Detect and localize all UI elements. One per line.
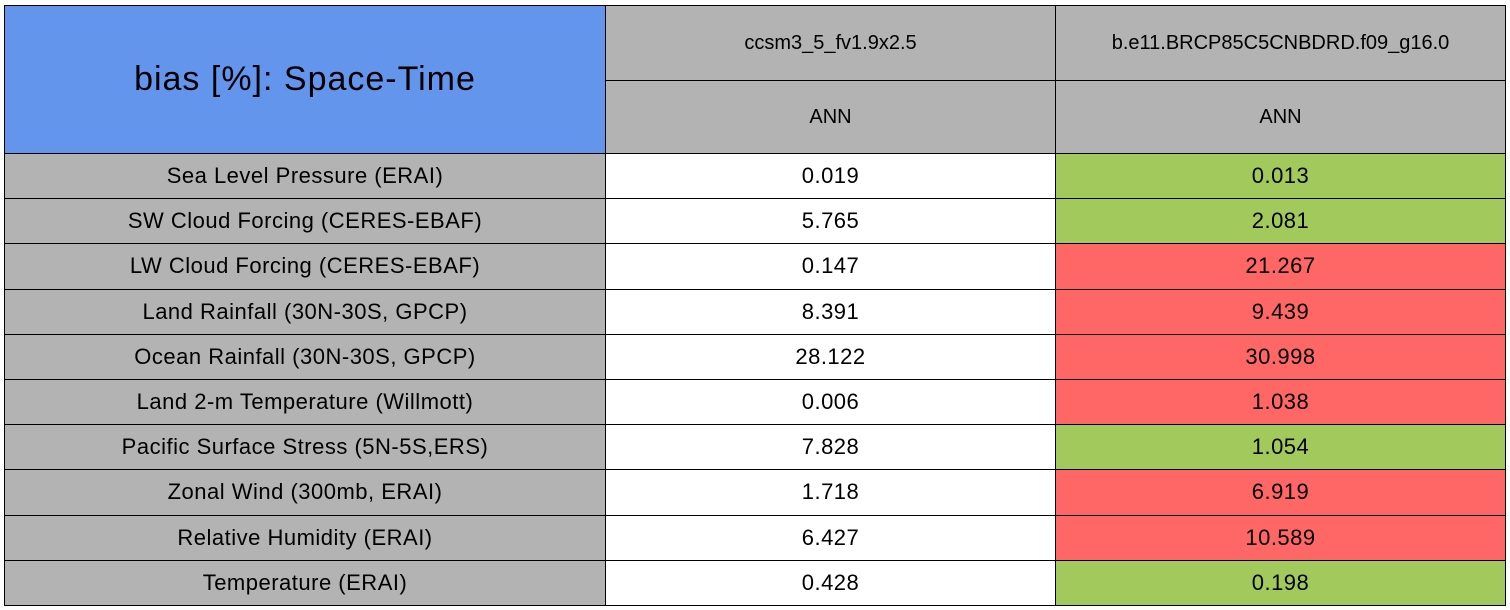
value-cell: 9.439	[1055, 288, 1506, 335]
column-header: b.e11.BRCP85C5CNBDRD.f09_g16.0	[1055, 5, 1506, 81]
value-cell: 0.147	[605, 243, 1056, 290]
value-cell: 21.267	[1055, 243, 1506, 290]
value-cell: 0.006	[605, 379, 1056, 426]
value-cell: 1.718	[605, 469, 1056, 516]
title-cell: bias [%]: Space-Time	[4, 5, 606, 154]
row-label: LW Cloud Forcing (CERES-EBAF)	[4, 243, 606, 290]
row-label: Pacific Surface Stress (5N-5S,ERS)	[4, 424, 606, 471]
value-cell: 1.038	[1055, 379, 1506, 426]
value-cell: 30.998	[1055, 333, 1506, 380]
value-cell: 2.081	[1055, 198, 1506, 245]
value-cell: 7.828	[605, 424, 1056, 471]
value-cell: 10.589	[1055, 514, 1506, 561]
value-cell: 0.019	[605, 153, 1056, 200]
season-header: ANN	[1055, 80, 1506, 154]
row-label: Temperature (ERAI)	[4, 559, 606, 606]
season-header: ANN	[605, 80, 1056, 154]
row-label: Land 2-m Temperature (Willmott)	[4, 379, 606, 426]
row-label: Land Rainfall (30N-30S, GPCP)	[4, 288, 606, 335]
value-cell: 0.198	[1055, 559, 1506, 606]
value-cell: 0.013	[1055, 153, 1506, 200]
row-label: Sea Level Pressure (ERAI)	[4, 153, 606, 200]
value-cell: 6.427	[605, 514, 1056, 561]
value-cell: 8.391	[605, 288, 1056, 335]
row-label: Relative Humidity (ERAI)	[4, 514, 606, 561]
value-cell: 1.054	[1055, 424, 1506, 471]
value-cell: 5.765	[605, 198, 1056, 245]
row-label: Zonal Wind (300mb, ERAI)	[4, 469, 606, 516]
row-label: SW Cloud Forcing (CERES-EBAF)	[4, 198, 606, 245]
column-header: ccsm3_5_fv1.9x2.5	[605, 5, 1056, 81]
row-label: Ocean Rainfall (30N-30S, GPCP)	[4, 333, 606, 380]
value-cell: 0.428	[605, 559, 1056, 606]
value-cell: 28.122	[605, 333, 1056, 380]
value-cell: 6.919	[1055, 469, 1506, 516]
